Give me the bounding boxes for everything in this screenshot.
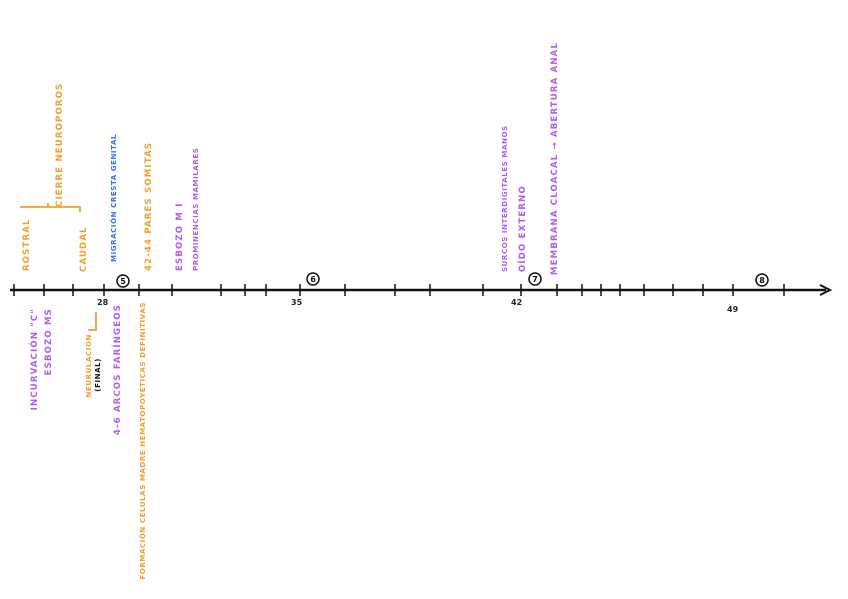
tick-label-35: 35	[291, 298, 303, 307]
stage-marker-6: 6	[306, 272, 320, 286]
label-prominencias-mamilares: PROMINENCIAS MAMILARES	[192, 148, 200, 271]
label-caudal: CAUDAL	[79, 226, 89, 272]
neurulacion-bracket	[88, 312, 97, 331]
stage-number: 7	[532, 275, 538, 284]
label-final: (FINAL)	[94, 358, 102, 392]
tick-label-49: 49	[727, 305, 739, 314]
stage-number: 8	[759, 276, 765, 285]
label-rostral: ROSTRAL	[22, 218, 32, 271]
tick-label-42: 42	[511, 298, 522, 307]
tick-label-28: 28	[97, 298, 109, 307]
label-arcos-faringeos: 4-6 ARCOS FARÍNGEOS	[111, 304, 123, 435]
label-pares-somitas: 42-44 PARES SOMITAS	[144, 142, 154, 271]
label-incurvacion-c: INCURVACIÓN "C"	[28, 308, 40, 410]
axis-arrowhead	[819, 284, 833, 296]
label-oido-externo: OÍDO EXTERNO	[516, 185, 528, 272]
label-cierre-neuroporos: CIERRE NEUROPOROS	[55, 83, 65, 207]
label-neurulacion: NEURULACIÓN	[84, 334, 93, 397]
stage-marker-5: 5	[116, 274, 130, 288]
label-formacion-celulas-madre: FORMACIÓN CÉLULAS MADRE HEMATOPOYÉTICAS …	[138, 302, 147, 580]
stage-marker-7: 7	[528, 272, 542, 286]
label-esbozo-ms: ESBOZO MS	[44, 308, 54, 375]
label-membrana-cloacal: MEMBRANA CLOACAL → ABERTURA ANAL	[550, 42, 560, 275]
neuropore-bracket	[20, 203, 81, 212]
stage-number: 6	[310, 275, 316, 284]
stage-marker-8: 8	[755, 273, 769, 287]
label-esbozo-mi: ESBOZO M I	[175, 202, 185, 271]
label-surcos-interdigitales: SURCOS INTERDIGITALES MANOS	[501, 125, 509, 272]
axis-ticks	[13, 284, 785, 296]
label-migracion-cresta-genital: MIGRACIÓN CRESTA GENITAL	[109, 134, 118, 262]
stage-number: 5	[120, 277, 126, 286]
